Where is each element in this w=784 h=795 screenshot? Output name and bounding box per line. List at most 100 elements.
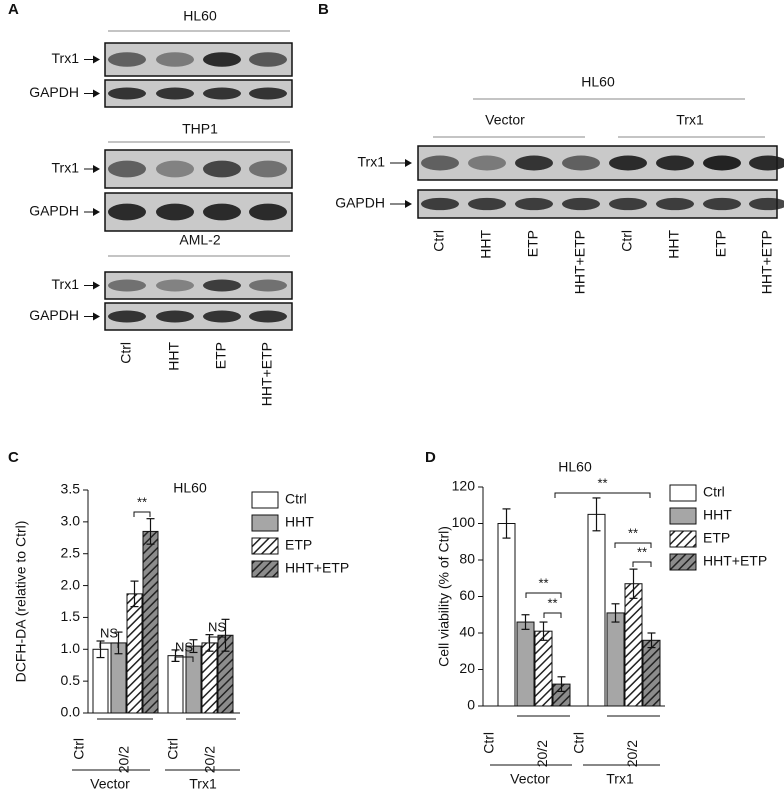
- bracket: [208, 636, 226, 642]
- band: [203, 87, 241, 100]
- row-label: Trx1: [52, 50, 80, 66]
- y-tick-label: 80: [459, 551, 475, 567]
- lane-label: 20/2: [116, 746, 132, 773]
- row-label: Trx1: [52, 276, 80, 292]
- band: [156, 203, 194, 221]
- chart-title: HL60: [558, 459, 592, 475]
- bracket: [99, 642, 119, 648]
- arrow-head: [405, 200, 412, 208]
- lane-label: Ctrl: [165, 738, 181, 760]
- error-bar: [629, 568, 638, 599]
- y-tick-label: 0.5: [61, 672, 81, 688]
- band: [749, 197, 784, 211]
- y-tick-label: 120: [452, 478, 476, 494]
- band: [156, 310, 194, 323]
- band: [421, 197, 459, 211]
- legend-swatch: [251, 491, 279, 509]
- band: [249, 203, 287, 221]
- arrow-head: [405, 159, 412, 167]
- band: [203, 310, 241, 323]
- lane-label: ETP: [713, 230, 729, 257]
- legend-swatch: [251, 537, 279, 555]
- band: [108, 310, 146, 323]
- annotation: **: [137, 494, 147, 509]
- annotation: **: [597, 475, 607, 490]
- lane-label: 20/2: [202, 746, 218, 773]
- error-bar: [221, 618, 230, 652]
- lane-label: Ctrl: [571, 732, 587, 754]
- bracket: [133, 511, 151, 517]
- lane-label: HHT+ETP: [572, 230, 588, 294]
- band: [108, 203, 146, 221]
- y-axis-label: DCFH-DA (relative to Ctrl): [13, 521, 29, 683]
- band: [156, 52, 194, 67]
- row-label: Trx1: [52, 160, 80, 176]
- bracket: [632, 561, 652, 567]
- band: [656, 155, 694, 171]
- lane-label: HHT: [166, 342, 182, 371]
- chart-title: HL60: [173, 480, 207, 496]
- blot-title: THP1: [182, 121, 218, 137]
- legend-label: HHT: [703, 507, 732, 523]
- lane-label: HHT+ETP: [759, 230, 775, 294]
- arrow-head: [93, 281, 100, 290]
- arrow-head: [93, 208, 100, 216]
- lane-label: Ctrl: [118, 342, 134, 364]
- legend-label: HHT+ETP: [703, 553, 767, 569]
- y-tick-label: 40: [459, 624, 475, 640]
- arrow-head: [93, 165, 100, 173]
- band: [203, 160, 241, 178]
- band: [515, 155, 553, 171]
- y-tick-label: 0.0: [61, 704, 81, 720]
- annotation: NS: [100, 625, 118, 640]
- legend-swatch: [669, 530, 697, 548]
- band: [249, 87, 287, 100]
- panel-label: B: [318, 1, 329, 18]
- y-tick-label: 2.0: [61, 576, 81, 592]
- band: [249, 52, 287, 67]
- arrow-head: [93, 312, 100, 321]
- band: [749, 155, 784, 171]
- panel-label: C: [8, 449, 19, 466]
- y-tick-label: 2.5: [61, 544, 81, 560]
- legend-label: Ctrl: [285, 491, 307, 507]
- x-group-label: Vector: [90, 776, 130, 792]
- lane-label: Ctrl: [619, 230, 635, 252]
- y-axis-label: Cell viability (% of Ctrl): [436, 526, 452, 667]
- legend-swatch: [251, 514, 279, 532]
- legend-swatch: [669, 507, 697, 525]
- band: [421, 155, 459, 171]
- arrow-head: [93, 55, 100, 64]
- bar: [201, 642, 218, 714]
- band: [609, 155, 647, 171]
- bar: [606, 612, 625, 707]
- bar: [624, 583, 643, 707]
- y-tick-label: 1.5: [61, 608, 81, 624]
- row-label: GAPDH: [335, 195, 385, 211]
- blot-title: AML-2: [179, 232, 220, 248]
- band: [108, 52, 146, 67]
- band: [468, 197, 506, 211]
- bar: [642, 639, 661, 707]
- y-tick-label: 20: [459, 660, 475, 676]
- band: [703, 197, 741, 211]
- bar: [142, 530, 159, 714]
- annotation: NS: [208, 619, 226, 634]
- lane-label: 20/2: [534, 740, 550, 767]
- bracket: [174, 656, 194, 662]
- annotation: **: [538, 575, 548, 590]
- bracket: [543, 612, 562, 618]
- lane-label: Ctrl: [481, 732, 497, 754]
- row-label: GAPDH: [29, 84, 79, 100]
- y-tick-label: 1.0: [61, 640, 81, 656]
- x-group-label: Vector: [510, 771, 550, 787]
- band: [108, 279, 146, 292]
- arrow-head: [93, 89, 100, 98]
- lane-label: HHT+ETP: [259, 342, 275, 406]
- band: [249, 279, 287, 292]
- lane-label: ETP: [525, 230, 541, 257]
- bracket: [525, 592, 562, 598]
- error-bar: [189, 639, 198, 654]
- band: [609, 197, 647, 211]
